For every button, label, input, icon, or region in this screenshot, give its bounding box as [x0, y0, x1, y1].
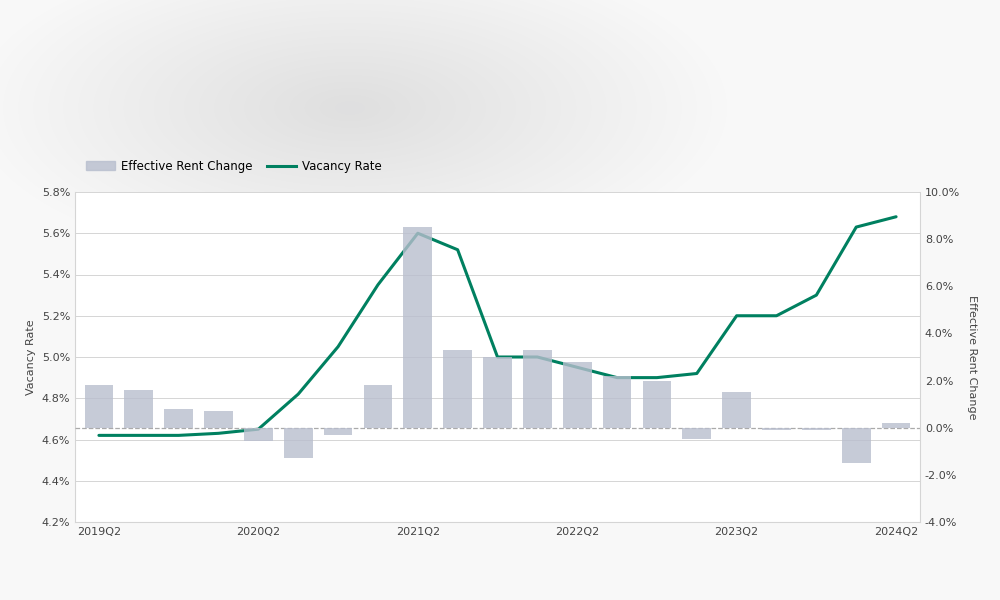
Legend: Effective Rent Change, Vacancy Rate: Effective Rent Change, Vacancy Rate [81, 155, 387, 178]
Bar [124, 390, 153, 428]
Bar [164, 409, 193, 428]
Bar [85, 385, 113, 428]
Bar [722, 392, 751, 428]
Bar [244, 428, 273, 440]
Y-axis label: Effective Rent Change: Effective Rent Change [967, 295, 977, 419]
Bar [802, 428, 831, 430]
Bar [842, 428, 871, 463]
Bar [204, 411, 233, 428]
Bar [364, 385, 392, 428]
Y-axis label: Vacancy Rate: Vacancy Rate [26, 319, 36, 395]
Bar [603, 376, 631, 428]
Bar [483, 357, 512, 428]
Bar [882, 423, 910, 428]
Bar [403, 227, 432, 428]
Bar [324, 428, 352, 435]
Bar [563, 362, 592, 428]
Bar [284, 428, 313, 458]
Bar [523, 350, 552, 428]
Bar [443, 350, 472, 428]
Bar [762, 428, 791, 430]
Bar [682, 428, 711, 439]
Bar [643, 380, 671, 428]
